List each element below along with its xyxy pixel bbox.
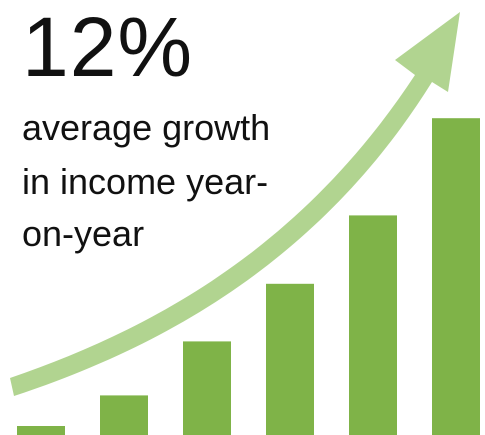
trend-arrow-icon (10, 12, 460, 396)
bar-3 (183, 341, 231, 435)
caption-line-2: in income year- (22, 161, 269, 202)
bar-1 (17, 426, 65, 435)
headline-percentage: 12% (22, 0, 194, 94)
bar-series (17, 118, 480, 435)
caption-line-1: average growth (22, 107, 271, 148)
bar-4 (266, 283, 314, 435)
bar-2 (100, 395, 148, 435)
bar-5 (349, 215, 397, 435)
bar-6 (432, 118, 480, 435)
caption-line-3: on-year (22, 213, 145, 254)
